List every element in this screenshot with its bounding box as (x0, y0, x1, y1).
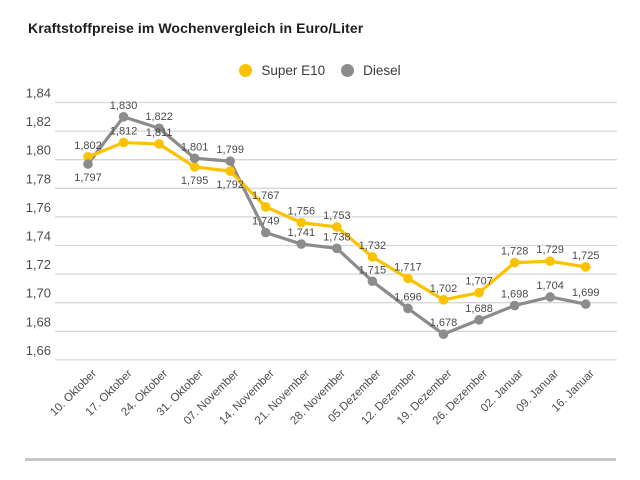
value-label: 1,728 (501, 246, 529, 258)
dot-diesel (403, 303, 413, 314)
value-label: 1,696 (394, 291, 422, 303)
value-label: 1,801 (181, 141, 209, 153)
dot-diesel (509, 300, 520, 311)
value-label: 1,822 (145, 111, 173, 123)
dot-super-e10 (438, 295, 449, 305)
value-label: 1,699 (572, 287, 600, 299)
legend-label-diesel: Diesel (363, 63, 401, 78)
value-label: 1,688 (465, 303, 493, 315)
page-title: Kraftstoffpreise im Wochenvergleich in E… (28, 20, 364, 36)
dot-super-e10 (296, 217, 307, 228)
y-tick-label: 1,68 (26, 314, 51, 329)
value-label: 1,715 (359, 264, 387, 276)
dot-diesel (260, 227, 271, 238)
value-label: 1,799 (216, 144, 244, 156)
value-label: 1,792 (216, 179, 244, 191)
dot-diesel (225, 156, 235, 166)
dot-diesel (580, 299, 591, 309)
value-label: 1,738 (323, 231, 351, 243)
dot-diesel (367, 276, 378, 287)
y-tick-label: 1,72 (26, 257, 51, 272)
dot-diesel (296, 239, 307, 249)
value-label: 1,702 (430, 283, 458, 295)
dot-super-e10 (260, 202, 271, 212)
chart-legend: Super E10 Diesel (0, 63, 640, 78)
dot-super-e10 (580, 262, 591, 272)
value-label: 1,753 (323, 210, 351, 222)
value-label: 1,830 (110, 100, 138, 112)
y-tick-label: 1,84 (26, 86, 51, 101)
dot-super-e10 (474, 287, 484, 298)
y-tick-label: 1,78 (26, 171, 51, 186)
value-label: 1,704 (536, 280, 564, 292)
value-label: 1,707 (465, 276, 493, 288)
dot-super-e10 (189, 162, 200, 172)
value-label: 1,725 (572, 250, 600, 262)
dot-super-e10 (225, 166, 235, 176)
legend-dot-super-e10-icon (239, 64, 253, 77)
dot-super-e10 (545, 256, 555, 267)
value-label: 1,795 (181, 175, 209, 187)
value-label: 1,741 (288, 227, 316, 239)
dot-diesel (332, 243, 342, 254)
legend-label-super-e10: Super E10 (261, 63, 326, 78)
dot-super-e10 (332, 222, 342, 232)
value-label: 1,729 (536, 244, 564, 256)
dot-super-e10 (83, 152, 93, 162)
value-label: 1,797 (74, 172, 102, 184)
y-tick-label: 1,70 (26, 286, 51, 301)
dot-super-e10 (367, 252, 378, 262)
value-label: 1,717 (394, 261, 422, 273)
dot-super-e10 (154, 139, 164, 149)
value-label: 1,732 (359, 240, 387, 252)
legend-dot-diesel-icon (341, 64, 355, 77)
y-tick-label: 1,76 (26, 200, 51, 215)
value-label: 1,811 (146, 127, 173, 139)
y-tick-label: 1,66 (26, 343, 51, 358)
dot-diesel (545, 292, 555, 302)
y-tick-label: 1,80 (26, 143, 51, 158)
dot-diesel (474, 315, 484, 325)
footer-divider (25, 458, 616, 461)
value-label: 1,767 (252, 190, 280, 202)
legend-item-diesel: Diesel (341, 63, 401, 78)
dot-diesel (118, 112, 129, 122)
dot-diesel (154, 123, 164, 134)
dot-diesel (189, 153, 200, 164)
dot-diesel (438, 329, 449, 339)
value-label: 1,678 (430, 317, 458, 329)
dot-super-e10 (403, 273, 413, 284)
value-label: 1,749 (252, 216, 280, 228)
value-label: 1,812 (110, 126, 138, 138)
legend-item-super-e10: Super E10 (239, 63, 325, 78)
y-tick-label: 1,74 (26, 229, 51, 244)
y-tick-label: 1,82 (26, 114, 51, 129)
dot-super-e10 (509, 257, 520, 268)
value-label: 1,802 (74, 140, 102, 152)
dot-diesel (83, 159, 93, 169)
value-label: 1,698 (501, 289, 529, 301)
value-label: 1,756 (288, 206, 316, 218)
dot-super-e10 (118, 137, 129, 148)
